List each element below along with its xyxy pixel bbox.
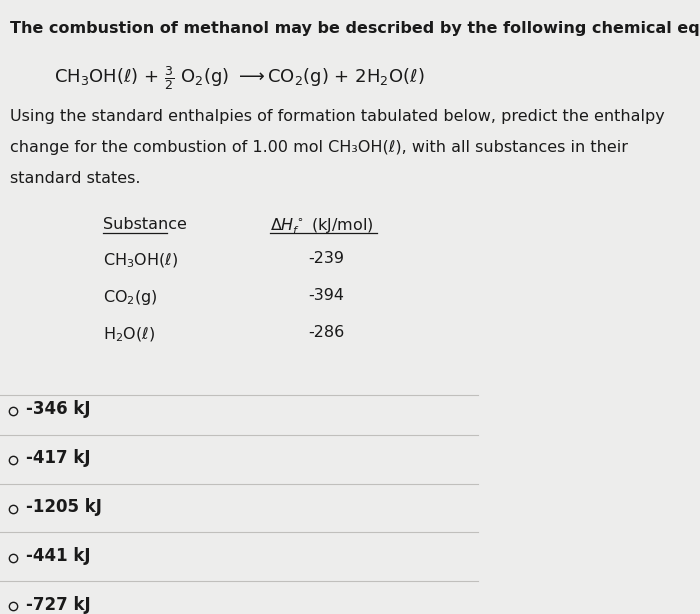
Text: The combustion of methanol may be described by the following chemical equation:: The combustion of methanol may be descri… [10,21,700,36]
Text: -346 kJ: -346 kJ [27,400,91,418]
Text: -286: -286 [308,325,344,340]
Text: standard states.: standard states. [10,171,140,185]
Text: -1205 kJ: -1205 kJ [27,498,102,516]
Text: -417 kJ: -417 kJ [27,449,91,467]
Text: -394: -394 [308,289,344,303]
Text: Using the standard enthalpies of formation tabulated below, predict the enthalpy: Using the standard enthalpies of formati… [10,109,664,123]
Text: -239: -239 [308,251,344,266]
Text: H$_2$O($\ell$): H$_2$O($\ell$) [103,325,155,344]
Text: Substance: Substance [103,217,187,231]
Text: $\Delta H^\circ_f$ (kJ/mol): $\Delta H^\circ_f$ (kJ/mol) [270,217,373,237]
Text: CH$_3$OH($\ell$) + $\frac{3}{2}$ O$_2$(g) $\longrightarrow$CO$_2$(g) + 2H$_2$O($: CH$_3$OH($\ell$) + $\frac{3}{2}$ O$_2$(g… [53,64,424,91]
Text: CH$_3$OH($\ell$): CH$_3$OH($\ell$) [103,251,178,270]
Text: -727 kJ: -727 kJ [27,596,91,614]
Text: CO$_2$(g): CO$_2$(g) [103,289,158,308]
Text: -441 kJ: -441 kJ [27,547,91,565]
Text: change for the combustion of 1.00 mol CH₃OH(ℓ), with all substances in their: change for the combustion of 1.00 mol CH… [10,140,628,155]
